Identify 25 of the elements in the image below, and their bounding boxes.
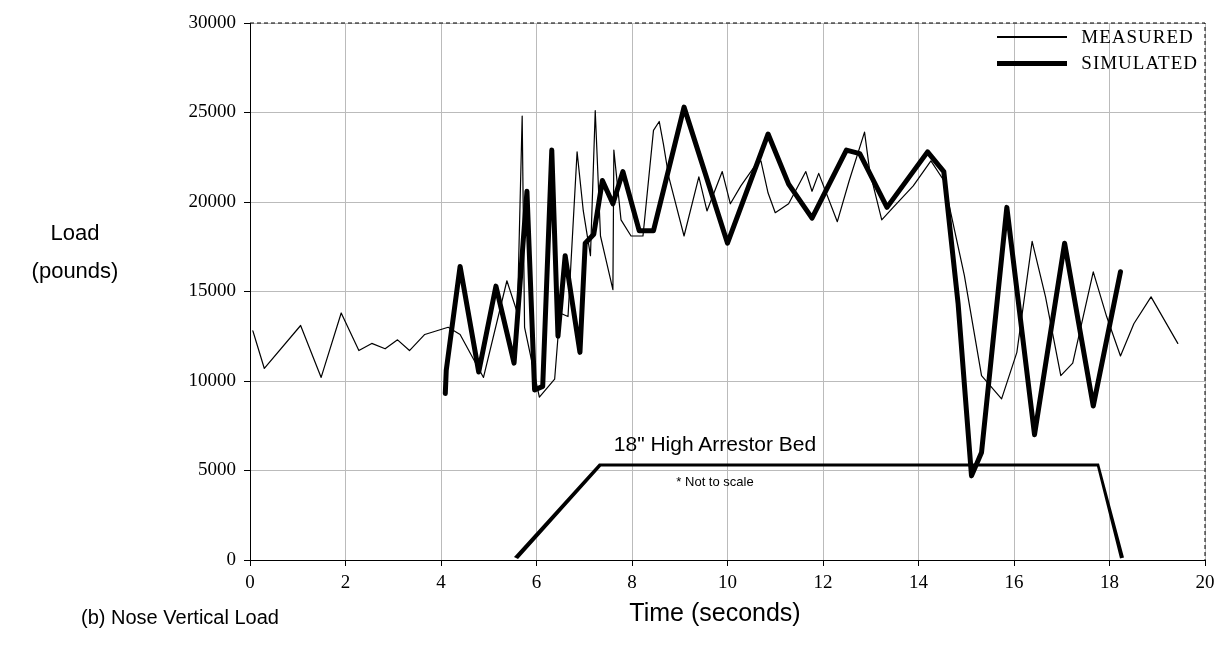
legend-label: SIMULATED — [1081, 52, 1198, 74]
x-tick-label: 14 — [909, 571, 929, 593]
y-tick-label: 25000 — [188, 100, 236, 122]
y-tick-label: 10000 — [188, 368, 236, 390]
x-tick-label: 12 — [813, 571, 833, 593]
text: (b) Nose Vertical Load — [81, 606, 279, 629]
x-tick-label: 0 — [245, 571, 255, 593]
y-tick-label: 20000 — [188, 189, 236, 211]
x-tick-label: 8 — [627, 571, 637, 593]
y-axis-title: Load (pounds) — [30, 219, 120, 285]
annotation: 18" High Arrestor Bed — [613, 432, 817, 456]
legend-label: MEASURED — [1081, 26, 1194, 48]
y-tick-label: 0 — [226, 547, 236, 569]
y-tick-label: 5000 — [198, 458, 236, 480]
x-tick-label: 10 — [718, 571, 737, 593]
x-tick-label: 16 — [1004, 571, 1024, 593]
x-tick-label: 20 — [1195, 571, 1215, 593]
x-tick-label: 6 — [531, 571, 542, 593]
x-tick-label: 4 — [436, 571, 447, 593]
x-tick-label: 2 — [340, 571, 351, 593]
x-axis-title: Time (seconds) — [629, 598, 801, 627]
annotation: * Not to scale — [676, 474, 754, 489]
y-tick-label: 30000 — [188, 10, 236, 32]
y-tick-label: 15000 — [188, 279, 236, 301]
x-tick-label: 18 — [1100, 571, 1119, 593]
